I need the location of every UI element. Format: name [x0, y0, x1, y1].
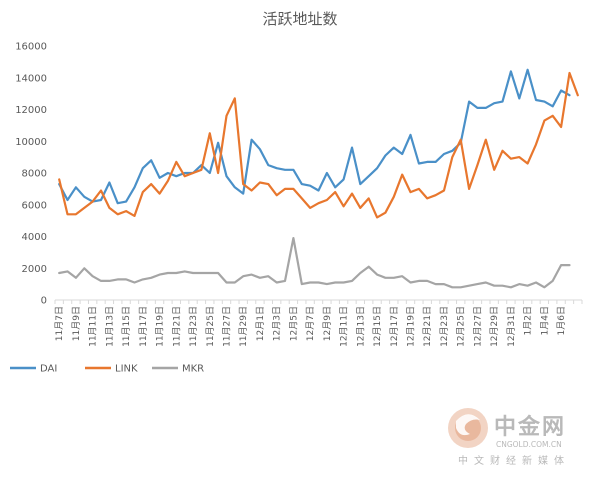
x-tick-label: 12月19日: [406, 306, 417, 347]
series-line-dai: [58, 68, 571, 205]
y-axis: 0 2000 4000 6000 8000 10000 12000 14000 16000: [15, 42, 47, 307]
x-tick-label: 11月27日: [221, 306, 232, 347]
brand-slogan: 中文财经新媒体: [458, 454, 570, 467]
legend-label-mkr: MKR: [182, 364, 204, 375]
watermark: 中金网 CNGOLD.COM.CN 中文财经新媒体: [448, 408, 570, 467]
y-tick-label: 0: [41, 296, 47, 307]
legend-label-dai: DAI: [40, 364, 57, 375]
x-tick-label: 11月15日: [121, 306, 132, 347]
x-tick-label: 1月6日: [556, 306, 567, 335]
x-tick-label: 12月13日: [355, 306, 366, 347]
x-axis: [54, 299, 583, 304]
legend: DAI LINK MKR: [10, 364, 204, 375]
chart-title: 活跃地址数: [262, 10, 337, 28]
x-tick-label: 11月19日: [155, 306, 166, 347]
y-tick-label: 14000: [15, 73, 47, 84]
x-tick-label: 12月21日: [422, 306, 433, 347]
x-tick-label: 11月13日: [104, 306, 115, 347]
brand-name: 中金网: [494, 414, 566, 440]
x-tick-label: 12月9日: [322, 306, 333, 341]
x-tick-label: 12月27日: [472, 306, 483, 347]
x-tick-label: 12月29日: [489, 306, 500, 347]
brand-logo-icon: [448, 408, 488, 448]
x-tick-label: 11月11日: [88, 306, 99, 347]
y-tick-label: 4000: [22, 232, 47, 243]
x-tick-label: 11月23日: [188, 306, 199, 347]
x-tick-label: 11月29日: [238, 306, 249, 347]
x-tick-label: 12月23日: [439, 306, 450, 347]
y-tick-label: 6000: [22, 200, 47, 211]
x-tick-label: 12月5日: [288, 306, 299, 341]
y-tick-label: 12000: [15, 105, 47, 116]
x-tick-label: 12月31日: [506, 306, 517, 347]
x-tick-label: 12月11日: [339, 306, 350, 347]
series-line-mkr: [58, 237, 571, 289]
y-tick-label: 8000: [22, 169, 47, 180]
x-tick-label: 11月17日: [138, 306, 149, 347]
y-tick-label: 2000: [22, 264, 47, 275]
x-tick-label: 12月17日: [389, 306, 400, 347]
x-tick-label: 12月7日: [305, 306, 316, 341]
x-tick-label: 11月7日: [54, 306, 65, 341]
x-tick-label: 1月2日: [523, 306, 534, 335]
y-tick-label: 10000: [15, 137, 47, 148]
x-tick-label: 1月4日: [539, 306, 550, 335]
x-tick-label: 11月9日: [71, 306, 82, 341]
series-lines: [58, 68, 579, 289]
x-tick-label: 11月21日: [171, 306, 182, 347]
y-tick-label: 16000: [15, 42, 47, 53]
x-tick-labels: 11月7日 11月9日 11月11日 11月13日 11月15日 11月17日 11月19日…: [54, 306, 567, 347]
x-tick-label: 12月3日: [272, 306, 283, 341]
brand-domain: CNGOLD.COM.CN: [496, 440, 562, 449]
legend-label-link: LINK: [115, 364, 138, 375]
x-tick-label: 12月25日: [456, 306, 467, 347]
x-tick-label: 12月15日: [372, 306, 383, 347]
x-tick-label: 12月1日: [255, 306, 266, 341]
series-line-link: [58, 71, 579, 219]
x-tick-label: 11月25日: [205, 306, 216, 347]
